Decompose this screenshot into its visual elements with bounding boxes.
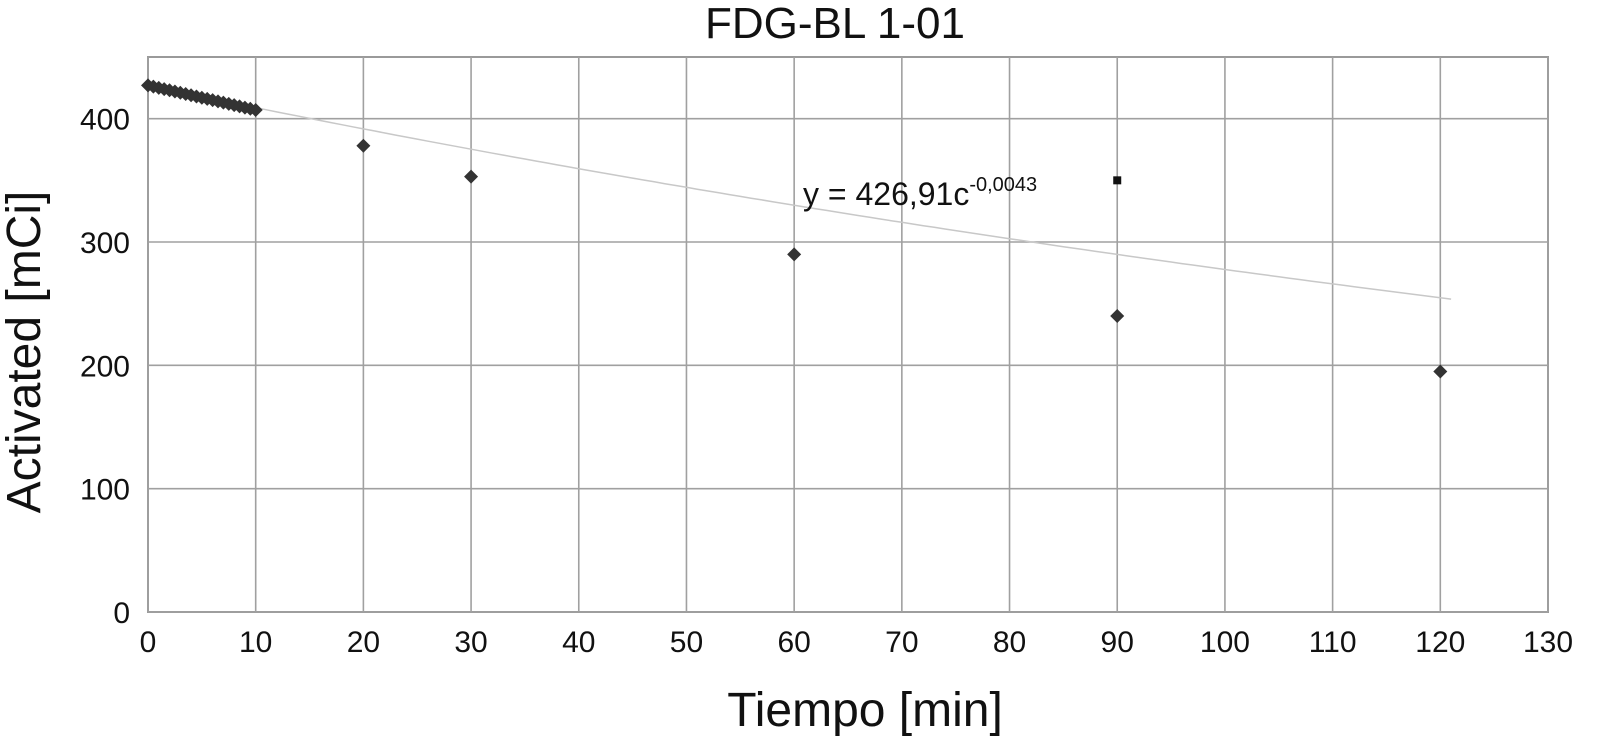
x-tick-label: 0	[140, 626, 157, 659]
x-tick-label: 90	[1101, 626, 1134, 659]
y-tick-label: 100	[80, 474, 130, 507]
data-points	[141, 78, 1448, 379]
x-tick-label: 10	[239, 626, 272, 659]
data-point	[248, 103, 263, 118]
x-tick-label: 40	[562, 626, 595, 659]
equation-marker	[1113, 176, 1122, 185]
trendline-equation: y = 426,91c-0,0043	[803, 174, 1037, 212]
data-point	[1110, 309, 1125, 323]
y-tick-label: 400	[80, 104, 130, 137]
x-tick-label: 100	[1200, 626, 1250, 659]
data-point	[356, 138, 371, 153]
y-axis-ticks: 0 100 200 300 400	[80, 104, 130, 630]
grid	[147, 56, 1549, 613]
x-tick-label: 20	[347, 626, 380, 659]
y-tick-label: 200	[80, 350, 130, 383]
x-tick-label: 110	[1309, 626, 1357, 659]
equation-base: y = 426,91c	[803, 176, 969, 212]
trendline	[147, 84, 1452, 300]
equation-exponent: -0,0043	[969, 174, 1037, 196]
y-tick-label: 0	[113, 597, 130, 630]
x-tick-label: 130	[1523, 626, 1573, 659]
x-tick-label: 60	[777, 626, 810, 659]
x-axis-label: Tiempo [min]	[727, 684, 1003, 737]
x-tick-label: 80	[993, 626, 1026, 659]
data-point	[464, 169, 479, 184]
chart-title: FDG-BL 1-01	[705, 0, 965, 48]
y-tick-label: 300	[80, 227, 130, 260]
y-axis-label: Activated [mCi]	[0, 191, 51, 514]
x-tick-label: 70	[885, 626, 918, 659]
data-point	[787, 247, 802, 262]
x-tick-label: 30	[454, 626, 487, 659]
data-point	[1433, 364, 1448, 379]
plot-frame	[147, 56, 1549, 613]
trendline-path	[147, 84, 1452, 300]
x-axis-ticks: 0 10 20 30 40 50 60 70 80 90 100 110 120 130	[140, 626, 1573, 659]
x-tick-label: 120	[1415, 626, 1465, 659]
x-tick-label: 50	[670, 626, 703, 659]
